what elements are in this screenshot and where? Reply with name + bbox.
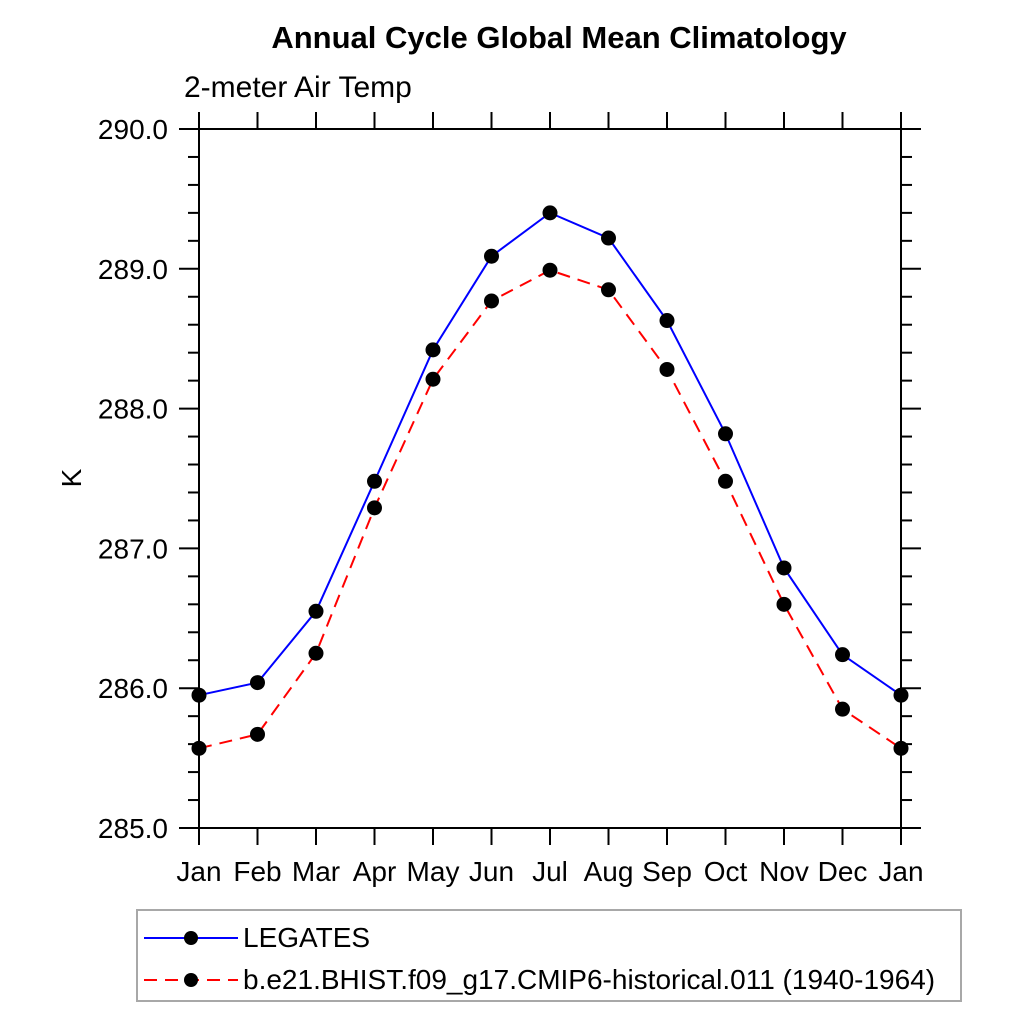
y-tick-label: 286.0 bbox=[98, 673, 168, 704]
data-point bbox=[659, 313, 675, 329]
x-tick-label: May bbox=[407, 856, 460, 887]
plot-frame bbox=[198, 128, 902, 829]
x-tick-label: Oct bbox=[704, 856, 748, 887]
data-point bbox=[367, 500, 382, 516]
legend-label: LEGATES bbox=[243, 922, 371, 953]
data-point bbox=[601, 282, 616, 298]
x-tick-label: Dec bbox=[818, 856, 868, 887]
data-point bbox=[776, 596, 792, 612]
x-tick-label: Sep bbox=[642, 856, 692, 887]
x-tick-label: Apr bbox=[353, 856, 397, 887]
data-point bbox=[367, 473, 382, 489]
data-point bbox=[425, 342, 441, 358]
legend-item: LEGATES bbox=[141, 922, 371, 953]
data-point bbox=[191, 687, 207, 703]
data-point bbox=[191, 740, 207, 756]
legend-marker bbox=[184, 931, 198, 945]
y-tick-label: 285.0 bbox=[98, 813, 168, 844]
x-tick-label: Feb bbox=[233, 856, 281, 887]
x-tick-label: Nov bbox=[759, 856, 809, 887]
x-tick-label: Jul bbox=[532, 856, 568, 887]
data-point bbox=[308, 645, 324, 661]
data-point bbox=[250, 726, 265, 742]
series-line-1 bbox=[198, 269, 902, 750]
data-point bbox=[308, 603, 324, 619]
x-tick-label: Mar bbox=[292, 856, 340, 887]
data-point bbox=[718, 473, 733, 489]
legend: LEGATES b.e21.BHIST.f09_g17.CMIP6-histor… bbox=[136, 909, 962, 1002]
y-tick-label: 289.0 bbox=[98, 254, 168, 285]
x-tick-label: Jan bbox=[878, 856, 923, 887]
data-point bbox=[893, 740, 909, 756]
legend-item: b.e21.BHIST.f09_g17.CMIP6-historical.011… bbox=[141, 964, 936, 995]
chart-title: Annual Cycle Global Mean Climatology bbox=[271, 20, 847, 55]
data-point bbox=[250, 675, 265, 691]
chart-subtitle: 2-meter Air Temp bbox=[184, 71, 412, 104]
legend-label: b.e21.BHIST.f09_g17.CMIP6-historical.011… bbox=[243, 964, 936, 995]
series-line-0 bbox=[198, 211, 902, 697]
y-tick-label: 287.0 bbox=[98, 533, 168, 564]
legend-line-sample bbox=[144, 931, 238, 945]
x-tick-label: Aug bbox=[584, 856, 634, 887]
data-point bbox=[893, 687, 909, 703]
data-point bbox=[659, 361, 675, 377]
legend-line-sample bbox=[144, 973, 238, 987]
x-tick-label: Jan bbox=[176, 856, 221, 887]
y-tick-label: 290.0 bbox=[98, 114, 168, 145]
x-tick-label: Jun bbox=[469, 856, 514, 887]
data-point bbox=[542, 205, 558, 221]
data-point bbox=[542, 262, 558, 278]
data-point bbox=[601, 230, 616, 246]
data-point bbox=[718, 426, 733, 442]
data-point bbox=[776, 560, 792, 576]
data-point bbox=[835, 647, 850, 663]
data-point bbox=[484, 248, 499, 264]
legend-marker bbox=[184, 973, 198, 987]
data-point bbox=[425, 371, 441, 387]
data-point bbox=[484, 293, 499, 309]
data-point bbox=[835, 701, 850, 717]
y-tick-label: 288.0 bbox=[98, 394, 168, 425]
